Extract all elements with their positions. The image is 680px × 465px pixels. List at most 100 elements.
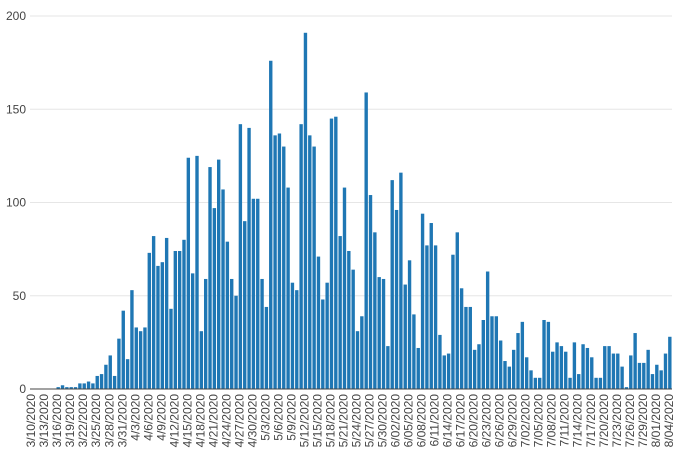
y-tick-label: 200 — [6, 9, 26, 23]
x-tick-label: 8/04/2020 — [662, 394, 676, 448]
bar — [69, 387, 73, 389]
x-tick-label: 4/18/2020 — [193, 394, 207, 448]
bar — [95, 375, 99, 389]
bar — [351, 269, 355, 389]
bar — [355, 331, 360, 389]
bar — [555, 342, 559, 389]
x-tick-label: 7/29/2020 — [636, 394, 650, 448]
x-tick-label: 3/19/2020 — [63, 394, 77, 448]
x-tick-label: 8/01/2020 — [649, 394, 663, 448]
bar — [629, 355, 633, 389]
bar — [420, 213, 425, 389]
bar — [542, 319, 546, 389]
bar — [156, 265, 160, 389]
bar — [438, 334, 442, 389]
x-tick-label: 7/05/2020 — [532, 394, 546, 448]
bar — [217, 159, 221, 389]
bar — [524, 357, 529, 389]
bar — [433, 245, 438, 389]
x-tick-label: 3/22/2020 — [76, 394, 90, 448]
bar — [594, 377, 598, 389]
bar — [581, 344, 585, 389]
bar — [177, 250, 182, 389]
bar — [390, 180, 394, 389]
bar — [564, 351, 568, 389]
bar — [256, 198, 260, 389]
bar — [538, 377, 542, 389]
x-tick-label: 6/26/2020 — [493, 394, 507, 448]
bar — [125, 359, 130, 389]
bar — [221, 189, 225, 389]
bar — [585, 347, 590, 389]
bar — [611, 353, 616, 389]
bar — [407, 260, 412, 389]
bar — [203, 278, 208, 389]
x-tick-label: 4/24/2020 — [219, 394, 233, 448]
bar — [234, 295, 238, 389]
bar — [650, 374, 655, 389]
bar — [668, 336, 672, 389]
bar — [277, 133, 282, 389]
bar — [260, 278, 264, 389]
bar — [173, 250, 178, 389]
bar — [416, 347, 420, 389]
x-tick-label: 3/13/2020 — [37, 394, 51, 448]
x-tick-label: 6/29/2020 — [506, 394, 520, 448]
bar — [655, 364, 659, 389]
bar — [568, 377, 572, 389]
x-tick-label: 3/25/2020 — [89, 394, 103, 448]
bar — [195, 155, 199, 389]
bar — [642, 362, 646, 389]
x-tick-label: 4/30/2020 — [245, 394, 259, 448]
x-tick-label: 7/11/2020 — [558, 394, 572, 447]
bar — [99, 374, 104, 389]
bar — [290, 282, 295, 389]
bar — [303, 32, 308, 389]
bar — [603, 346, 607, 389]
bar — [494, 316, 499, 389]
bar — [464, 306, 468, 389]
bar — [451, 254, 455, 389]
bar — [663, 353, 668, 389]
bar — [368, 195, 373, 389]
bar — [243, 221, 247, 389]
bar — [134, 327, 138, 389]
x-tick-label: 6/17/2020 — [454, 394, 468, 448]
x-tick-label: 5/21/2020 — [336, 394, 350, 448]
bar — [533, 377, 538, 389]
bar — [520, 321, 525, 389]
x-tick-label: 7/14/2020 — [571, 394, 585, 448]
bar — [186, 157, 191, 389]
x-tick-label: 6/02/2020 — [389, 394, 403, 448]
x-tick-label: 3/16/2020 — [50, 394, 64, 448]
bar — [425, 245, 429, 389]
x-tick-label: 7/26/2020 — [623, 394, 637, 448]
bar — [138, 331, 143, 389]
x-tick-label: 4/27/2020 — [232, 394, 246, 448]
bar — [481, 319, 485, 389]
bar — [73, 387, 78, 389]
x-tick-label: 5/18/2020 — [323, 394, 337, 448]
bar — [160, 262, 164, 389]
x-tick-label: 3/31/2020 — [115, 394, 129, 448]
bar — [269, 60, 273, 389]
bar — [498, 340, 503, 389]
bar — [108, 355, 112, 389]
bar — [559, 346, 564, 389]
y-tick-label: 150 — [6, 102, 26, 116]
bar — [360, 316, 364, 389]
bar — [121, 310, 125, 389]
bar — [468, 306, 472, 389]
bar — [616, 353, 620, 389]
x-tick-label: 5/24/2020 — [350, 394, 364, 448]
x-tick-label: 5/30/2020 — [376, 394, 390, 448]
bar — [572, 342, 577, 389]
bar — [633, 333, 637, 389]
bar — [264, 306, 269, 389]
x-tick-label: 7/08/2020 — [545, 394, 559, 448]
bar — [164, 237, 169, 389]
bar — [56, 387, 60, 389]
bar — [546, 321, 551, 389]
x-tick-label: 6/08/2020 — [415, 394, 429, 448]
bar — [104, 364, 108, 389]
